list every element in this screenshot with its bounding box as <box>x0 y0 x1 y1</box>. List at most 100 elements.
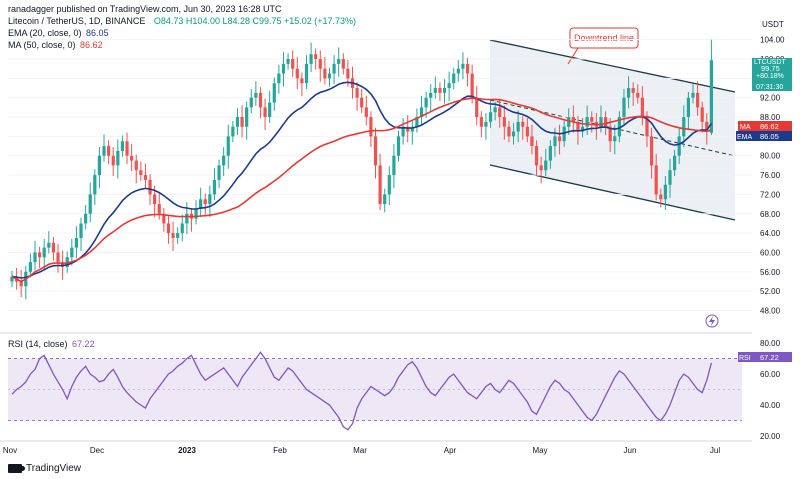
price-tick-label: 80.00 <box>760 152 781 161</box>
ema-legend-label: EMA (20, close, 0) <box>8 28 82 38</box>
candle-body <box>327 73 332 79</box>
candle-body <box>507 126 511 137</box>
candle-body <box>33 252 37 263</box>
candle-body <box>97 155 102 176</box>
price-tick-label: 56.00 <box>760 268 781 277</box>
price-tick-label: 104.00 <box>760 36 785 45</box>
candle-body <box>516 121 520 132</box>
candle-body <box>93 175 97 195</box>
candle-body <box>47 242 51 248</box>
rsi-axis[interactable]: 20.00 40.00 60.00 80.00 <box>760 339 781 441</box>
candle-body <box>226 136 230 156</box>
rsi-legend-label: RSI (14, close) <box>8 339 68 349</box>
candle-body <box>640 97 644 118</box>
candle-body <box>608 126 612 142</box>
svg-text:86.05: 86.05 <box>760 132 779 141</box>
candle-body <box>79 223 83 238</box>
rsi-legend-value: 67.22 <box>72 339 95 349</box>
candle-body <box>576 121 580 132</box>
time-tick-label: Jun <box>624 446 637 455</box>
candle-body <box>235 117 240 127</box>
candle-body <box>613 136 617 142</box>
candle-body <box>222 155 226 166</box>
candle-body <box>479 117 483 127</box>
candle-body <box>10 276 14 282</box>
tradingview-logo[interactable]: TradingView <box>8 463 81 474</box>
candle-body <box>139 170 143 176</box>
candle-body <box>654 165 658 195</box>
candle-body <box>360 97 364 108</box>
candle-body <box>488 112 493 122</box>
candle-body <box>525 126 529 137</box>
price-tick-label: 60.00 <box>760 248 781 257</box>
candle-body <box>42 247 46 258</box>
time-tick-label: 2023 <box>178 446 196 455</box>
candle-body <box>107 146 111 156</box>
candle-body <box>511 131 516 137</box>
candle-body <box>56 252 60 263</box>
candle-body <box>530 136 534 147</box>
candle-body <box>691 92 695 98</box>
candle-body <box>254 92 258 98</box>
candle-body <box>447 83 451 89</box>
candle-body <box>567 117 571 127</box>
candle-body <box>544 160 548 171</box>
candle-body <box>603 117 608 127</box>
candle-body <box>130 155 134 161</box>
candle-body <box>419 107 424 118</box>
candle-body <box>194 208 198 219</box>
candle-body <box>231 126 235 137</box>
candle-body <box>111 155 115 166</box>
price-tick-label: 52.00 <box>760 287 781 296</box>
ma-legend-value: 86.62 <box>80 40 103 50</box>
candle-body <box>291 59 295 69</box>
candle-body <box>599 117 603 127</box>
price-tick-label: 72.00 <box>760 190 781 199</box>
candle-body <box>148 179 152 195</box>
time-tick-label: Nov <box>3 446 17 455</box>
candle-body <box>185 213 189 224</box>
candle-body <box>709 60 714 133</box>
candle-body <box>373 136 378 166</box>
candle-body <box>617 117 621 137</box>
candle-body <box>672 155 677 171</box>
candle-body <box>396 136 401 156</box>
ma-legend-label: MA (50, close, 0) <box>8 40 76 50</box>
candle-body <box>309 54 313 64</box>
candle-body <box>557 136 562 142</box>
svg-text:RSI: RSI <box>739 355 751 362</box>
candles-group <box>10 39 714 300</box>
candle-body <box>452 73 456 84</box>
candle-body <box>649 136 654 166</box>
annotation-box <box>569 27 639 49</box>
time-tick-label: May <box>532 446 547 455</box>
ema-price-tag: EMA 86.05 <box>736 131 792 141</box>
candle-body <box>378 165 382 205</box>
candle-body <box>387 175 391 195</box>
candle-body <box>318 59 322 69</box>
candle-body <box>157 204 161 214</box>
ma-line <box>11 97 712 283</box>
candle-body <box>585 117 589 127</box>
candle-body <box>355 88 359 98</box>
time-axis[interactable]: Nov Dec 2023 Feb Mar Apr May Jun Jul <box>3 446 720 455</box>
candle-body <box>277 73 281 84</box>
alert-lightning-icon[interactable] <box>705 314 719 328</box>
candle-body <box>406 126 410 132</box>
candle-body <box>383 194 387 205</box>
candle-body <box>636 92 640 98</box>
candle-body <box>258 92 263 108</box>
ticker-tag: LTCUSDT <box>754 59 786 66</box>
candle-body <box>176 233 180 238</box>
rsi-tick-label: 80.00 <box>760 339 781 348</box>
candle-body <box>465 63 470 74</box>
price-tick-label: 88.00 <box>760 113 781 122</box>
candle-body <box>424 97 428 108</box>
candle-body <box>534 146 539 166</box>
candle-body <box>166 223 171 234</box>
candle-body <box>700 107 704 122</box>
price-tick-label: 92.00 <box>760 94 781 103</box>
symbol-title: Litecoin / TetherUS, 1D, BINANCE <box>8 16 146 26</box>
candle-body <box>304 63 309 84</box>
